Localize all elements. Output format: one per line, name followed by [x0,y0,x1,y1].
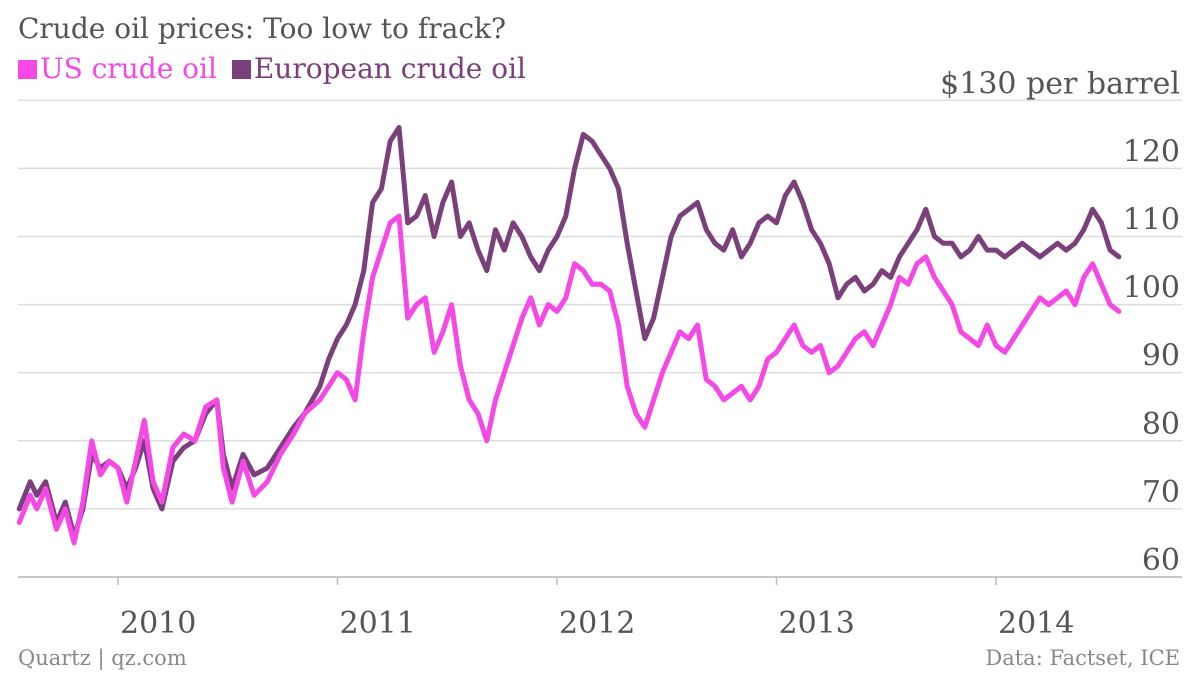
data-source: Data: Factset, ICE [985,646,1180,670]
y-top-label: $130 per barrel [940,66,1180,101]
y-tick-label-80: 80 [1142,407,1180,442]
legend-item-us: US crude oil [18,52,226,85]
chart-title: Crude oil prices: Too low to frack? [18,12,507,45]
legend-label-us: US crude oil [40,52,217,85]
legend-swatch-europe [231,60,251,79]
series-line-us-crude [16,213,1122,546]
legend-swatch-us [18,60,37,79]
series-line-european-crude [16,125,1122,539]
x-tick-label-2011: 2011 [340,606,416,641]
x-tick-label-2014: 2014 [998,606,1074,641]
legend-label-europe: European crude oil [253,52,526,85]
legend-item-europe: European crude oil [231,52,526,85]
y-tick-label-120: 120 [1123,134,1180,169]
x-tick-label-2010: 2010 [120,606,196,641]
y-tick-label-100: 100 [1123,271,1180,306]
source-credit: Quartz | qz.com [18,646,187,670]
y-tick-label-70: 70 [1142,475,1180,510]
y-tick-label-110: 110 [1123,203,1180,238]
legend: US crude oil European crude oil [18,52,532,85]
y-tick-label-60: 60 [1142,543,1180,578]
x-tick-label-2012: 2012 [559,606,635,641]
y-tick-label-90: 90 [1142,339,1180,374]
x-tick-label-2013: 2013 [779,606,855,641]
